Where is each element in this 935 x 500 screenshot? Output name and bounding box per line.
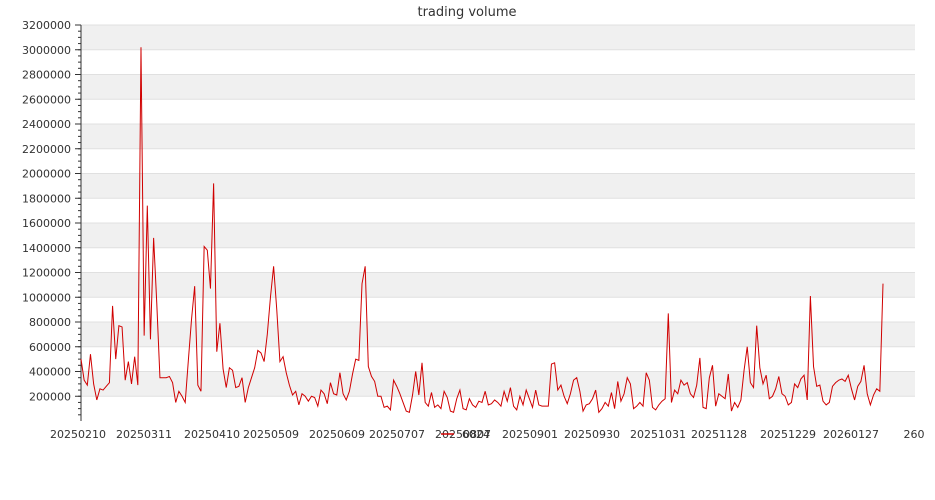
grid-band [81,124,915,149]
y-tick-label: 2600000 [22,93,71,106]
y-tick-label: 1400000 [22,242,71,255]
y-tick-label: 1200000 [22,267,71,280]
y-axis-ticks: 200000 400000 600000 800000 1000000 1200000 14… [22,19,81,416]
x-tick-label: 20250901 [502,428,558,441]
x-tick-label: 20250210 [50,428,106,441]
grid-band [81,272,915,298]
chart-title: trading volume [417,5,516,20]
x-tick-label: 20250609 [309,428,365,441]
y-tick-label: 1000000 [22,291,71,304]
legend-label: 6024 [462,428,490,441]
grid-band [81,371,915,397]
grid-band [81,25,915,50]
grid-bands [81,25,915,397]
y-tick-label: 2400000 [22,118,71,131]
y-tick-label: 2200000 [22,143,71,156]
y-tick-label: 200000 [29,390,71,403]
x-tick-label: 20260127 [823,428,879,441]
legend: 6024 [441,428,490,441]
y-tick-label: 3000000 [22,44,71,57]
x-tick-label: 20251031 [630,428,686,441]
x-axis-ticks: 20250210 20250311 20250410 20250509 20250609… [50,428,925,441]
x-tick-label: 260 [904,428,925,441]
y-tick-label: 400000 [29,366,71,379]
x-tick-label: 20250410 [184,428,240,441]
grid-band [81,173,915,199]
y-tick-label: 2800000 [22,69,71,82]
grid-band [81,223,915,248]
y-tick-label: 2000000 [22,168,71,181]
grid-band [81,74,915,100]
grid-lines [81,24,915,397]
x-tick-label: 20251229 [760,428,816,441]
x-tick-label: 20251128 [691,428,747,441]
y-tick-label: 1800000 [22,192,71,205]
y-tick-label: 800000 [29,316,71,329]
x-tick-label: 20250509 [243,428,299,441]
y-tick-label: 600000 [29,341,71,354]
y-tick-label: 3200000 [22,19,71,32]
x-tick-label: 20250807 [435,428,491,441]
x-tick-label: 20250311 [116,428,172,441]
grid-band [81,322,915,347]
series-line [80,47,884,414]
x-tick-label: 20250930 [564,428,620,441]
x-tick-label: 20250707 [369,428,425,441]
y-tick-label: 1600000 [22,217,71,230]
